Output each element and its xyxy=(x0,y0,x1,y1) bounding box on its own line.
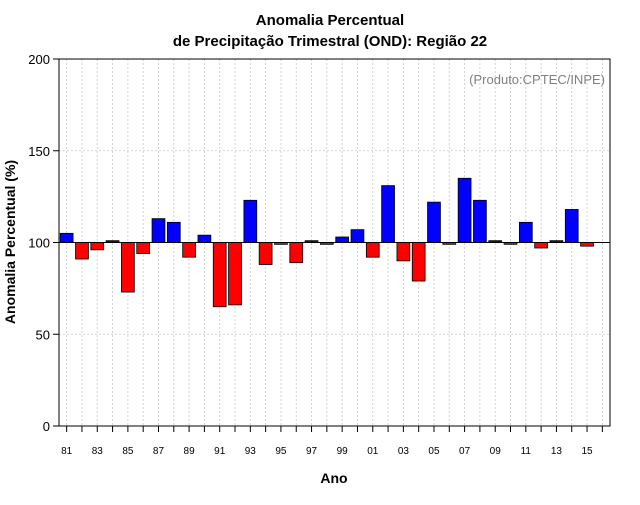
bar-86 xyxy=(136,242,151,254)
bar-03 xyxy=(396,242,411,262)
x-tick-label: 07 xyxy=(459,446,471,457)
bar-99 xyxy=(335,236,349,243)
bar-08 xyxy=(473,199,487,243)
bar-89 xyxy=(182,242,196,258)
bar-93 xyxy=(243,199,258,243)
bar-05 xyxy=(427,201,441,243)
x-tick-label: 81 xyxy=(61,446,73,457)
bar-04 xyxy=(411,242,426,282)
bar-96 xyxy=(289,242,304,264)
bar-15 xyxy=(580,242,594,247)
grid-layer xyxy=(59,59,610,426)
bar-87 xyxy=(151,218,166,243)
chart-subtitle: de Precipitação Trimestral (OND): Região… xyxy=(173,33,487,50)
bar-85 xyxy=(121,242,135,293)
x-tick-label: 83 xyxy=(92,446,104,457)
x-tick-label: 87 xyxy=(153,446,165,457)
y-tick-label: 100 xyxy=(28,236,50,251)
x-tick-label: 15 xyxy=(581,446,593,457)
y-axis: 0 50 100 150 200 xyxy=(28,52,59,434)
chart-title: Anomalia Percentual xyxy=(256,12,404,29)
x-tick-label: 13 xyxy=(551,446,563,457)
bar-02 xyxy=(381,185,395,243)
bar-07 xyxy=(457,177,472,243)
bar-14 xyxy=(564,209,579,243)
bar-00 xyxy=(350,229,365,243)
x-tick-label: 09 xyxy=(490,446,502,457)
bar-01 xyxy=(365,242,380,258)
x-tick-label: 93 xyxy=(245,446,257,457)
bar-11 xyxy=(518,221,533,243)
x-tick-label: 01 xyxy=(367,446,379,457)
y-tick-label: 150 xyxy=(28,144,50,159)
bar-88 xyxy=(166,221,181,243)
bars-layer xyxy=(59,177,594,308)
bar-82 xyxy=(75,242,89,260)
bar-83 xyxy=(90,242,105,251)
x-tick-label: 99 xyxy=(337,446,349,457)
bar-91 xyxy=(212,242,227,308)
x-axis-label: Ano xyxy=(320,470,347,486)
y-tick-label: 50 xyxy=(36,327,50,342)
x-tick-label: 05 xyxy=(428,446,440,457)
y-tick-label: 0 xyxy=(43,419,50,434)
x-tick-label: 95 xyxy=(275,446,287,457)
x-tick-label: 11 xyxy=(521,446,532,457)
product-annotation: (Produto:CPTEC/INPE) xyxy=(469,72,605,87)
bar-12 xyxy=(534,242,548,249)
x-axis: 81 83 85 87 89 91 93 95 97 99 01 03 05 07 09 11 13 15 xyxy=(61,426,603,457)
bar-92 xyxy=(228,242,242,306)
bar-94 xyxy=(258,242,273,265)
x-tick-label: 97 xyxy=(306,446,318,457)
y-tick-label: 200 xyxy=(28,52,50,67)
y-axis-label: Anomalia Percentual (%) xyxy=(2,160,18,324)
x-tick-label: 89 xyxy=(184,446,196,457)
bar-81 xyxy=(59,232,74,243)
bar-90 xyxy=(197,234,212,243)
x-tick-label: 91 xyxy=(214,446,226,457)
x-tick-label: 03 xyxy=(398,446,410,457)
x-tick-label: 85 xyxy=(122,446,134,457)
